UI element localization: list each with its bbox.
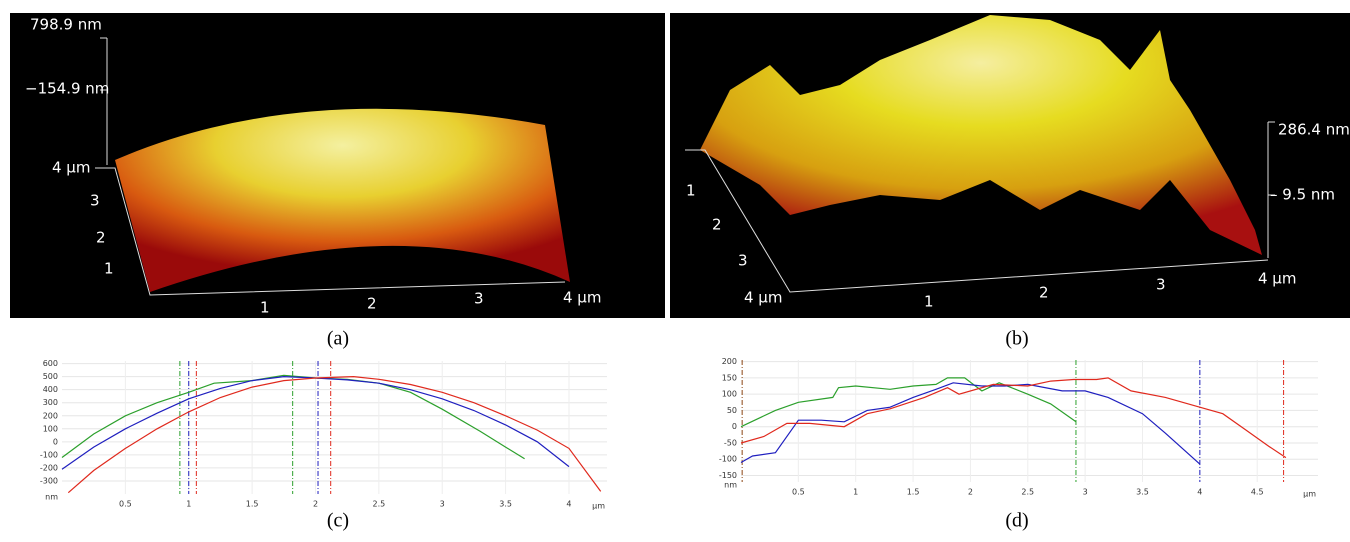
x-label: 2 — [1039, 284, 1049, 302]
y-tick-label: 200 — [43, 411, 58, 420]
y-tick-label: 100 — [722, 390, 737, 399]
y-tick-label: -200 — [40, 463, 58, 472]
x-tick-label: 3.5 — [1136, 488, 1149, 497]
z-label: – 9.5 nm — [1270, 186, 1335, 204]
x-tick-label: 0.5 — [119, 500, 132, 509]
x-label: 3 — [1156, 276, 1166, 294]
y-tick-label: -150 — [719, 471, 737, 480]
depth-label: 4 µm — [52, 159, 90, 177]
depth-label: 1 — [104, 260, 114, 278]
profile-line — [67, 375, 602, 494]
x-tick-label: 3 — [1083, 488, 1088, 497]
x-tick-label: 1.5 — [907, 488, 920, 497]
y-tick-label: 0 — [732, 422, 737, 431]
x-tick-label: 2.5 — [372, 500, 385, 509]
x-tick-label: 3.5 — [499, 500, 512, 509]
surface — [115, 108, 570, 292]
x-tick-label: 0.5 — [792, 488, 805, 497]
y-tick-label: -100 — [719, 455, 737, 464]
profile-line — [740, 382, 1201, 465]
y-axis-label: nm — [724, 481, 737, 490]
profile-line — [740, 377, 1077, 428]
x-tick-label: 2 — [313, 500, 318, 509]
z-label: −154.9 nm — [25, 80, 109, 98]
x-label: 4 µm — [1258, 270, 1296, 288]
y-tick-label: 600 — [43, 359, 58, 368]
caption: (b) — [1005, 328, 1028, 350]
depth-label: 1 — [686, 182, 696, 200]
x-tick-label: 4 — [566, 500, 571, 509]
y-tick-label: -100 — [40, 450, 58, 459]
x-tick-label: 3 — [440, 500, 445, 509]
profile-line — [61, 374, 525, 460]
x-tick-label: 1 — [853, 488, 858, 497]
surface — [700, 15, 1262, 255]
y-axis-label: nm — [45, 493, 58, 502]
caption: (c) — [327, 510, 349, 532]
z-label: 286.4 nm — [1278, 121, 1350, 139]
depth-label: 3 — [90, 192, 100, 210]
x-tick-label: 1.5 — [246, 500, 259, 509]
axes — [685, 121, 1275, 293]
x-tick-label: 1 — [186, 500, 191, 509]
x-label: 2 — [367, 295, 377, 313]
x-label: 1 — [924, 293, 934, 311]
y-tick-label: 400 — [43, 385, 58, 394]
y-tick-label: -300 — [40, 476, 58, 485]
caption: (d) — [1005, 510, 1028, 532]
x-tick-label: 4.5 — [1251, 488, 1264, 497]
z-label: 798.9 nm — [30, 16, 102, 34]
x-axis-label: µm — [592, 502, 605, 511]
y-tick-label: 100 — [43, 424, 58, 433]
axes — [95, 37, 566, 296]
y-tick-label: 50 — [727, 406, 737, 415]
x-label: 3 — [474, 290, 484, 308]
x-tick-label: 2.5 — [1021, 488, 1034, 497]
y-tick-label: -50 — [724, 438, 737, 447]
depth-label: 2 — [712, 216, 722, 234]
x-label: 4 µm — [563, 289, 601, 307]
caption: (a) — [327, 328, 349, 350]
depth-label: 4 µm — [744, 289, 782, 307]
y-tick-label: 150 — [722, 373, 737, 382]
depth-label: 3 — [738, 252, 748, 270]
y-tick-label: 300 — [43, 398, 58, 407]
depth-label: 2 — [96, 229, 106, 247]
y-tick-label: 500 — [43, 372, 58, 381]
profile-line — [740, 377, 1287, 459]
x-tick-label: 4 — [1197, 488, 1202, 497]
x-axis-label: µm — [1303, 490, 1316, 499]
y-tick-label: 0 — [53, 437, 58, 446]
x-tick-label: 2 — [968, 488, 973, 497]
y-tick-label: 200 — [722, 357, 737, 366]
x-label: 1 — [260, 299, 270, 317]
